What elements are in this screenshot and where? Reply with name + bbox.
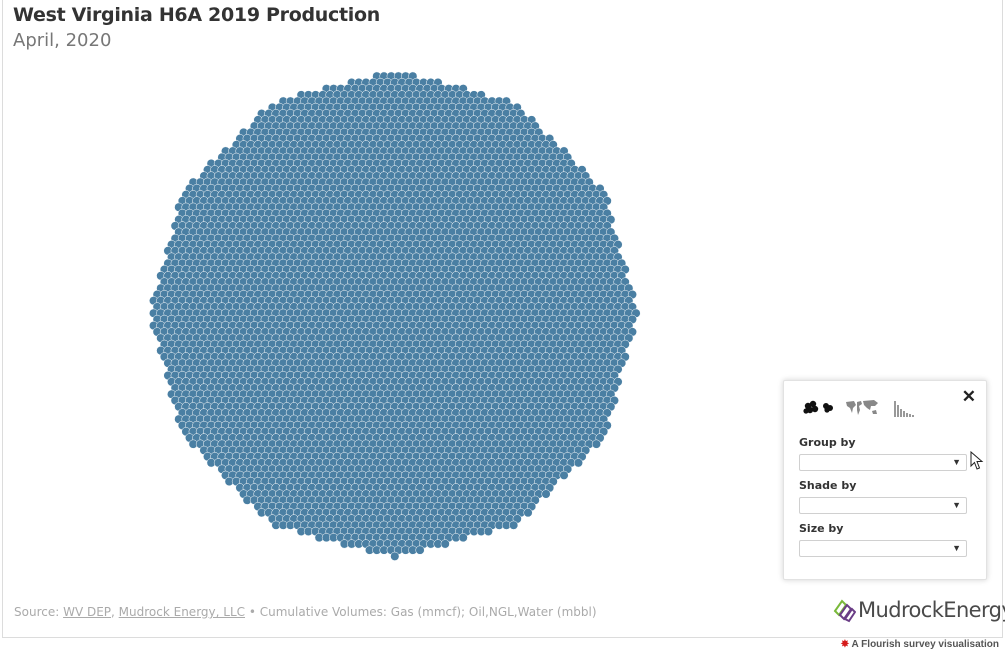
- cluster-dot[interactable]: [458, 533, 468, 543]
- page-title: West Virginia H6A 2019 Production: [13, 4, 380, 26]
- cluster-dot[interactable]: [483, 526, 493, 536]
- source-link-mudrock[interactable]: Mudrock Energy, LLC: [118, 605, 246, 619]
- world-map-icon[interactable]: [844, 397, 880, 419]
- cluster-dot[interactable]: [390, 551, 400, 561]
- page-subtitle: April, 2020: [13, 30, 112, 51]
- cluster-dot[interactable]: [509, 520, 519, 530]
- cluster-dot[interactable]: [415, 545, 425, 555]
- size-by-label: Size by: [799, 522, 844, 535]
- source-suffix: • Cumulative Volumes: Gas (mmcf); Oil,NG…: [245, 605, 597, 619]
- cluster-dot[interactable]: [440, 539, 450, 549]
- flourish-logo-icon: ✸: [840, 639, 850, 650]
- source-prefix: Source:: [14, 605, 64, 619]
- source-separator: ,: [111, 605, 119, 619]
- source-link-wv-dep[interactable]: WV DEP: [63, 605, 112, 619]
- histogram-icon[interactable]: [892, 397, 918, 419]
- cluster-dot[interactable]: [559, 470, 569, 480]
- logo-text: MudrockEnergy: [858, 598, 1005, 622]
- cluster-dot[interactable]: [523, 508, 533, 518]
- dot-cluster-plot: [149, 71, 641, 561]
- close-icon[interactable]: ✕: [961, 387, 976, 406]
- source-footer: Source: WV DEP, Mudrock Energy, LLC • Cu…: [14, 605, 597, 619]
- group-by-select[interactable]: ▼: [799, 454, 967, 471]
- bubbles-icon[interactable]: [802, 397, 836, 419]
- shade-by-label: Shade by: [799, 479, 857, 492]
- mudrock-energy-logo[interactable]: MudrockEnergy: [832, 595, 1005, 627]
- cluster-dot[interactable]: [573, 458, 583, 468]
- size-by-select[interactable]: ▼: [799, 540, 967, 557]
- shade-by-select[interactable]: ▼: [799, 497, 967, 514]
- cluster-dot[interactable]: [591, 439, 601, 449]
- mouse-pointer-icon: [970, 451, 984, 470]
- chevron-down-icon: ▼: [952, 543, 961, 553]
- flourish-credit-text: A Flourish survey visualisation: [851, 639, 999, 650]
- controls-panel: ✕ Group by ▼ Shade by ▼ Size by ▼: [783, 380, 987, 580]
- chevron-down-icon: ▼: [952, 500, 961, 510]
- chevron-down-icon: ▼: [952, 457, 961, 467]
- flourish-credit[interactable]: ✸ A Flourish survey visualisation: [841, 639, 999, 650]
- group-by-label: Group by: [799, 436, 856, 449]
- logo-mark-icon: [833, 599, 856, 623]
- cluster-dot[interactable]: [541, 489, 551, 499]
